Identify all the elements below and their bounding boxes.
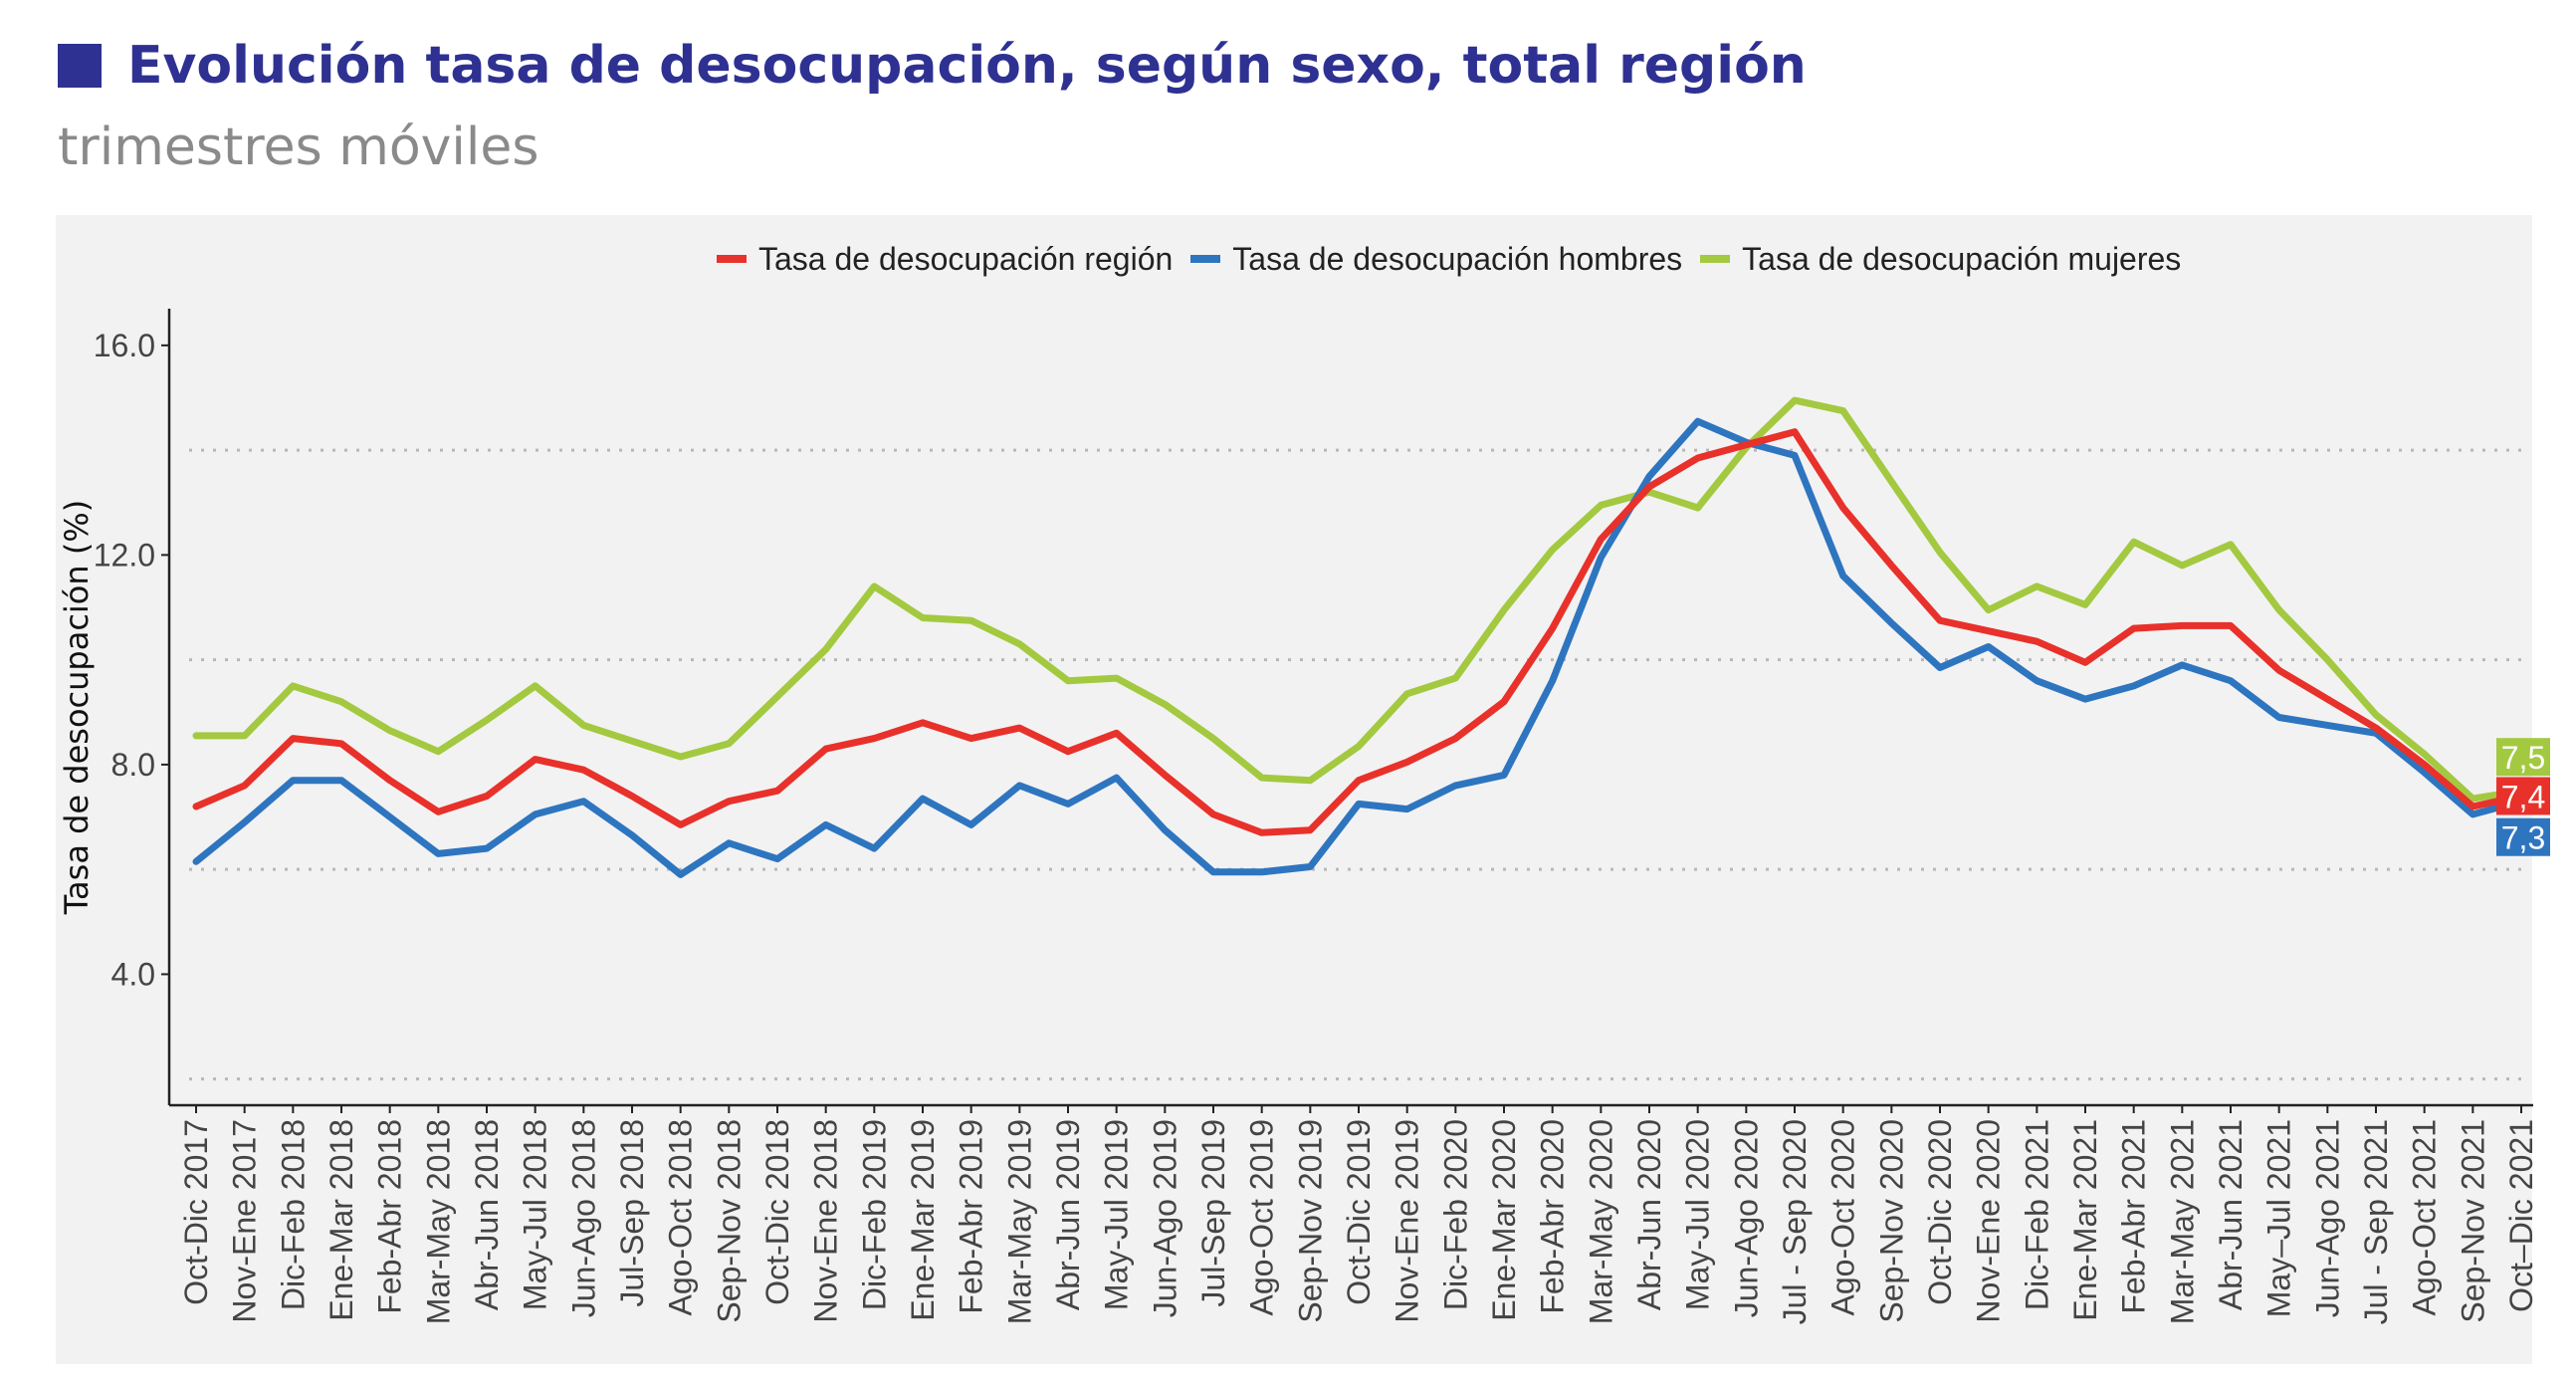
x-tick-label: Oct-Dic 2020 [1922,1119,1958,1305]
legend-item-region: Tasa de desocupación región [717,241,1173,278]
series-line-1 [192,417,2525,878]
legend-label-hombres: Tasa de desocupación hombres [1232,240,1683,277]
legend-item-mujeres: Tasa de desocupación mujeres [1700,241,2181,278]
x-tick-label: Mar-May 2021 [2164,1119,2200,1324]
x-tick-label: Feb-Abr 2021 [2116,1119,2152,1314]
legend-swatch-mujeres [1700,255,1731,263]
series-line-0 [192,428,2525,836]
legend-swatch-hombres [1190,255,1221,263]
x-tick-label: Oct-Dic 2018 [759,1119,795,1305]
legend-item-hombres: Tasa de desocupación hombres [1190,241,1682,278]
x-tick-label: Sep-Nov 2021 [2455,1119,2490,1323]
x-tick-label: Jun-Ago 2020 [1728,1119,1764,1317]
x-tick-label: Dic-Feb 2021 [2019,1119,2054,1310]
x-tick-label: Oct-Dic 2017 [178,1119,214,1305]
x-tick-label: Jun-Ago 2019 [1147,1119,1182,1317]
y-tick-label: 16.0 [94,328,155,363]
legend-label-mujeres: Tasa de desocupación mujeres [1742,240,2182,277]
y-axis-title: Tasa de desocupación (%) [58,500,96,915]
x-tick-label: Mar-May 2019 [1001,1119,1037,1324]
x-tick-label: Jul - Sep 2020 [1777,1119,1813,1324]
x-tick-label: Nov-Ene 2018 [808,1119,844,1323]
x-tick-label: Abr-Jun 2020 [1631,1119,1667,1310]
x-tick-label: Dic-Feb 2018 [275,1119,311,1310]
x-tick-label: Dic-Feb 2020 [1437,1119,1473,1310]
page-title: Evolución tasa de desocupación, según se… [127,36,1807,96]
x-tick-label: Jul - Sep 2021 [2358,1119,2394,1324]
x-tick-label: Ago-Oct 2019 [1244,1119,1280,1315]
title-square-icon [58,44,102,88]
x-tick-label: Abr-Jun 2018 [469,1119,505,1310]
end-label-box-0 [2496,777,2550,815]
y-tick-label: 4.0 [111,956,155,992]
x-tick-label: Abr-Jun 2019 [1050,1119,1086,1310]
chart-panel [56,215,2532,1364]
page-subtitle: trimestres móviles [58,117,539,177]
y-tick-label: 12.0 [94,537,155,573]
x-tick-label: Feb-Abr 2020 [1535,1119,1571,1314]
x-tick-label: May–Jul 2021 [2261,1119,2297,1317]
x-tick-label: Ene-Mar 2018 [323,1119,359,1321]
x-tick-label: Feb-Abr 2018 [372,1119,408,1314]
end-label-box-2 [2496,738,2550,777]
end-label-1: 7,3 [2501,820,2545,856]
x-tick-label: Nov-Ene 2019 [1390,1119,1425,1323]
x-tick-label: Ene-Mar 2021 [2067,1119,2103,1321]
x-tick-label: Sep-Nov 2019 [1292,1119,1328,1323]
x-tick-label: Feb-Abr 2019 [954,1119,989,1314]
series-line-2 [192,396,2525,803]
x-tick-label: May-Jul 2018 [518,1119,553,1310]
y-tick-label: 8.0 [111,747,155,783]
x-tick-label: May-Jul 2019 [1099,1119,1135,1310]
x-tick-label: Sep-Nov 2018 [711,1119,747,1323]
x-tick-label: Jun-Ago 2021 [2309,1119,2345,1317]
x-tick-label: Abr-Jun 2021 [2213,1119,2249,1310]
x-tick-label: Oct–Dic 2021 [2503,1119,2539,1312]
x-tick-label: Ene-Mar 2019 [905,1119,941,1321]
x-tick-label: Jun-Ago 2018 [565,1119,601,1317]
x-tick-label: Dic-Feb 2019 [856,1119,892,1310]
x-tick-label: Ago-Oct 2021 [2407,1119,2443,1315]
x-tick-label: Jul-Sep 2019 [1195,1119,1231,1307]
x-tick-label: Jul-Sep 2018 [614,1119,650,1307]
title-row: Evolución tasa de desocupación, según se… [58,36,1807,96]
x-tick-label: May-Jul 2020 [1680,1119,1716,1310]
x-tick-label: Sep-Nov 2020 [1873,1119,1909,1323]
end-label-2: 7,5 [2501,740,2545,776]
x-tick-label: Ago-Oct 2018 [663,1119,699,1315]
x-tick-label: Mar-May 2020 [1583,1119,1618,1324]
x-tick-label: Ene-Mar 2020 [1486,1119,1522,1321]
chart-legend: Tasa de desocupación región Tasa de deso… [717,237,2199,281]
x-tick-label: Ago-Oct 2020 [1825,1119,1861,1315]
legend-swatch-region [717,255,747,263]
end-label-0: 7,4 [2501,779,2545,814]
x-tick-label: Mar-May 2018 [420,1119,456,1324]
x-tick-label: Nov-Ene 2017 [227,1119,263,1323]
x-tick-label: Nov-Ene 2020 [1971,1119,2007,1323]
x-tick-label: Oct-Dic 2019 [1341,1119,1377,1305]
end-label-box-1 [2496,817,2550,856]
legend-label-region: Tasa de desocupación región [758,240,1174,277]
